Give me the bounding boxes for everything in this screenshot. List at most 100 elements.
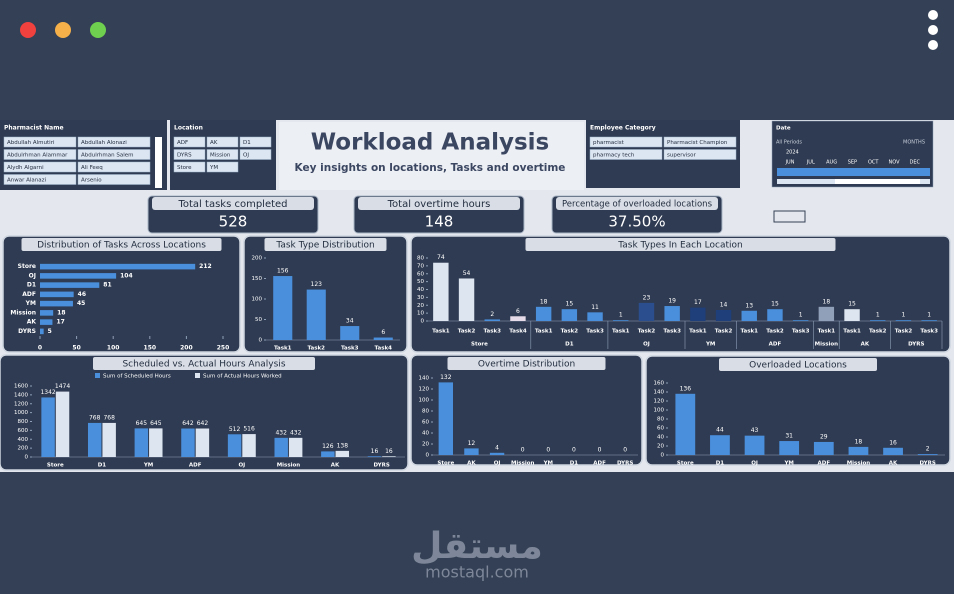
slicer-item-label[interactable]: Alydh Algarni — [7, 165, 44, 171]
slicer-item-label[interactable]: supervisor — [667, 153, 697, 159]
bar — [181, 428, 195, 457]
kpi-label-pill — [358, 197, 520, 210]
slicer-item[interactable] — [589, 149, 663, 160]
group-label: Store — [471, 342, 488, 348]
bar — [335, 450, 350, 457]
slicer-item[interactable] — [206, 161, 239, 173]
menu-dot[interactable] — [928, 10, 938, 20]
data-label: 19 — [668, 298, 676, 305]
slicer-item[interactable] — [173, 149, 206, 160]
x-tick-label: ADF — [593, 461, 606, 467]
slicer-item[interactable] — [77, 149, 151, 160]
slicer-item-label[interactable]: Anwar Alanazi — [7, 178, 47, 184]
y-tick-label: 100 — [419, 398, 430, 404]
x-tick-label: AK — [889, 461, 898, 467]
data-label: 18 — [823, 298, 831, 305]
slicer-item-label[interactable]: Abdulrhman Alammar — [7, 153, 68, 159]
data-label: 18 — [57, 309, 65, 316]
window-minimize[interactable] — [55, 22, 71, 38]
date-month[interactable]: AUG — [826, 160, 837, 166]
slicer-item[interactable] — [663, 149, 737, 160]
slicer-item[interactable] — [173, 161, 206, 173]
slicer-item[interactable] — [206, 149, 239, 160]
kpi-label: Percentage of overloaded locations — [562, 200, 713, 210]
slicer-item[interactable] — [77, 174, 151, 185]
slicer-item-label[interactable]: Store — [177, 165, 192, 171]
y-tick-label: 40 — [417, 287, 424, 293]
slicer-item-label[interactable]: Abdullah Alonazi — [81, 140, 127, 146]
y-tick-label: 1200 — [14, 401, 28, 407]
slicer-title: Location — [174, 125, 203, 132]
slicer-item-label[interactable]: OJ — [243, 153, 249, 159]
date-month[interactable]: DEC — [910, 160, 921, 166]
slicer-item[interactable] — [3, 161, 77, 173]
date-month[interactable]: JUL — [806, 160, 815, 166]
slicer-item-label[interactable]: D1 — [243, 140, 251, 146]
x-tick-label: Mission — [847, 461, 871, 467]
menu-dot[interactable] — [928, 25, 938, 35]
date-month[interactable]: NOV — [888, 160, 900, 166]
slicer-item[interactable] — [3, 149, 77, 160]
slicer-item-label[interactable]: Arsenio — [81, 178, 102, 184]
bar — [102, 422, 116, 457]
date-month[interactable]: SEP — [848, 160, 857, 166]
bar — [288, 437, 303, 457]
window-maximize[interactable] — [90, 22, 106, 38]
slicer-item-label[interactable]: AK — [210, 140, 218, 146]
date-scroll-thumb[interactable] — [835, 179, 920, 184]
bar — [917, 454, 938, 455]
data-label: 1 — [876, 312, 880, 319]
group-label: YM — [705, 342, 715, 348]
slicer-item[interactable] — [3, 174, 77, 185]
chart-panel — [410, 354, 643, 466]
y-tick-label: 150 — [252, 276, 263, 282]
bar — [87, 422, 102, 457]
y-tick-label: 0 — [25, 455, 29, 461]
bar — [55, 391, 70, 457]
slicer-item[interactable] — [173, 136, 206, 148]
dashboard-subtitle: Key insights on locations, Tasks and ove… — [295, 162, 566, 174]
slicer-item[interactable] — [77, 161, 151, 173]
chart-title: Overtime Distribution — [478, 360, 575, 370]
slicer-item[interactable] — [239, 149, 272, 160]
slicer-item-label[interactable]: ADF — [177, 140, 188, 146]
date-month[interactable]: JUN — [785, 160, 795, 166]
group-label: DYRS — [908, 342, 924, 348]
y-tick-label: 400 — [18, 437, 29, 443]
x-tick-label: Mission — [511, 461, 535, 467]
slicer-item-label[interactable]: pharmacy tech — [593, 153, 635, 159]
slicer-item[interactable] — [3, 136, 77, 148]
data-label: 14 — [720, 301, 728, 308]
x-tick-label: D1 — [716, 461, 725, 467]
x-tick-label: Task4 — [374, 346, 392, 352]
slicer-item[interactable] — [77, 136, 151, 148]
data-label: 16 — [889, 439, 897, 446]
slicer-item[interactable] — [589, 136, 663, 148]
date-level[interactable]: MONTHS — [903, 140, 925, 146]
slicer-item[interactable] — [206, 136, 239, 148]
date-month[interactable]: OCT — [868, 160, 879, 166]
bar — [690, 307, 706, 321]
date-timeline[interactable] — [777, 168, 930, 176]
bar — [367, 456, 382, 457]
slicer-item-label[interactable]: Abdulrhman Salem — [81, 153, 134, 159]
menu-dot[interactable] — [928, 40, 938, 50]
data-label: 18 — [540, 298, 548, 305]
bar — [489, 452, 505, 455]
slicer-item-label[interactable]: DYRS — [177, 153, 192, 159]
slicer-item-label[interactable]: pharmacist — [593, 140, 625, 146]
slicer-item-label[interactable]: Pharmacist Champion — [667, 140, 728, 146]
bar — [382, 456, 396, 457]
slicer-item-label[interactable]: Ali Feeq — [81, 165, 103, 171]
slicer-item-label[interactable]: Abdullah Almutiri — [7, 140, 55, 146]
scrollbar[interactable] — [155, 137, 162, 188]
data-label: 81 — [103, 282, 111, 289]
slicer-item[interactable] — [239, 136, 272, 148]
window-close[interactable] — [20, 22, 36, 38]
slicer-item-label[interactable]: YM — [209, 165, 218, 171]
bar — [895, 320, 912, 321]
bar — [741, 310, 757, 321]
slicer-item-label[interactable]: Mission — [210, 153, 231, 159]
slicer-item[interactable] — [663, 136, 737, 148]
chart-title-pill — [21, 238, 222, 251]
